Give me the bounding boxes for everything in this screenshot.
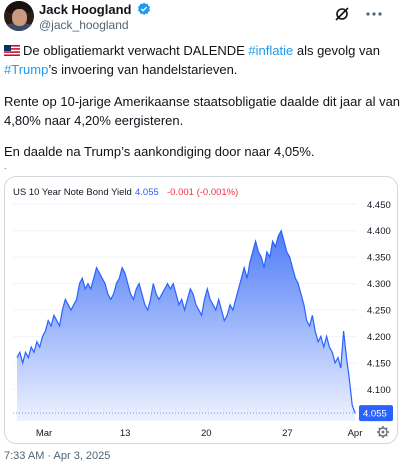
hashtag-link[interactable]: #Trump <box>4 62 49 77</box>
y-tick-label: 4.450 <box>367 200 391 211</box>
tweet-text: De obligatiemarkt verwacht DALENDE <box>23 43 249 58</box>
price-tag-label: 4.055 <box>363 409 387 420</box>
tweet-text-line-2: #Trump’s invoering van handelstarieven. <box>4 60 237 79</box>
hashtag-link[interactable]: #inflatie <box>248 43 294 58</box>
tweet-text-line-3: Rente op 10-jarige Amerikaanse staatsobl… <box>4 94 400 109</box>
series-area <box>17 230 355 421</box>
tweet-text-dot: . <box>4 161 7 171</box>
grok-icon[interactable] <box>334 6 350 22</box>
tweet-header: Jack Hoogland @jack_hoogland <box>0 0 400 38</box>
x-tick-label: 13 <box>120 428 131 439</box>
author-handle[interactable]: @jack_hoogland <box>39 18 129 32</box>
series-line <box>16 229 356 414</box>
tweet-text: als gevolg van <box>293 43 380 58</box>
y-tick-label: 4.150 <box>367 358 391 369</box>
y-tick-label: 4.100 <box>367 385 391 396</box>
y-tick-label: 4.300 <box>367 279 391 290</box>
y-tick-label: 4.400 <box>367 226 391 237</box>
chart-change: -0.001 (-0.001%) <box>167 187 238 198</box>
verified-badge-icon <box>137 2 151 15</box>
y-tick-label: 4.200 <box>367 332 391 343</box>
author-name[interactable]: Jack Hoogland <box>39 2 132 17</box>
tweet-text: ’s invoering van handelstarieven. <box>48 62 238 77</box>
tweet-text-line-5: En daalde na Trump’s aankondiging door n… <box>4 144 315 159</box>
more-options-icon[interactable] <box>365 6 383 22</box>
x-tick-label: Mar <box>36 428 52 439</box>
y-tick-label: 4.250 <box>367 306 391 317</box>
x-tick-label: 20 <box>201 428 212 439</box>
y-tick-label: 4.350 <box>367 253 391 264</box>
chart-card[interactable]: US 10 Year Note Bond Yield 4.055 -0.001 … <box>4 176 398 444</box>
chart-title: US 10 Year Note Bond Yield <box>13 187 132 198</box>
price-tag <box>359 405 393 422</box>
bond-yield-chart: US 10 Year Note Bond Yield 4.055 -0.001 … <box>13 187 393 439</box>
avatar[interactable] <box>4 1 34 31</box>
chart-current-value: 4.055 <box>135 187 159 198</box>
settings-gear-icon[interactable] <box>377 426 389 438</box>
x-tick-label: 27 <box>282 428 293 439</box>
tweet-text-line-4: 4,80% naar 4,20% eergisteren. <box>4 113 184 128</box>
us-flag-icon <box>4 45 20 56</box>
tweet-timestamp[interactable]: 7:33 AM · Apr 3, 2025 <box>4 450 111 462</box>
x-tick-label: Apr <box>348 428 363 439</box>
tweet-text-line-1: De obligatiemarkt verwacht DALENDE #infl… <box>4 41 380 60</box>
